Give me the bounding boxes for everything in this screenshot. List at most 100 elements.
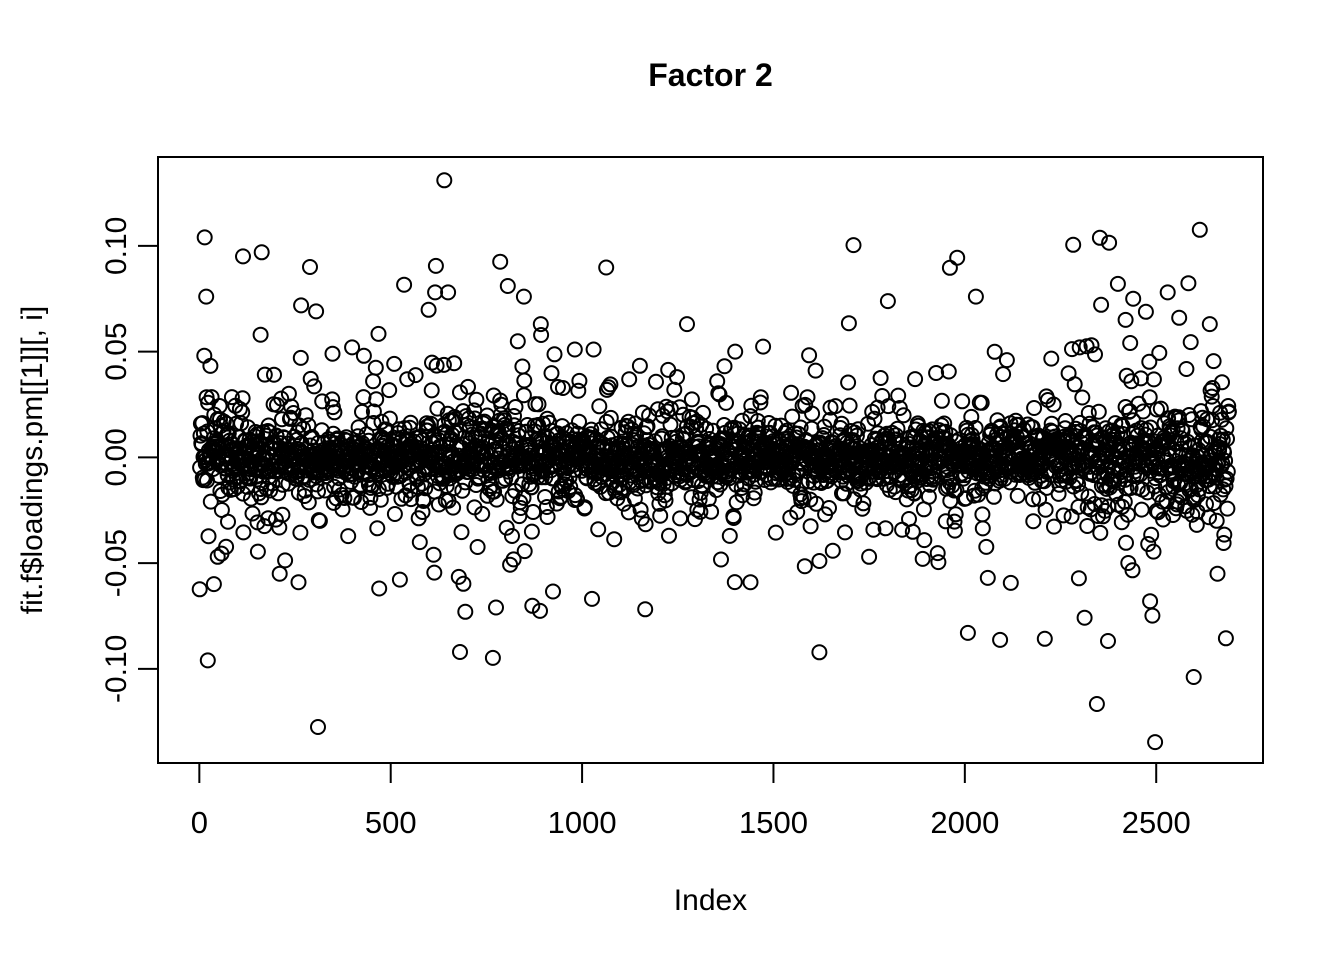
data-point [469,539,486,555]
x-tick-label: 2000 [930,805,999,840]
data-point [310,483,326,500]
data-point [514,358,531,375]
data-point [235,524,252,541]
data-point [1055,507,1072,524]
data-point [1088,696,1105,712]
data-point [566,341,583,358]
data-point [314,393,331,410]
data-point [270,485,287,502]
data-point [992,631,1009,648]
data-point [598,413,615,430]
data-point [306,378,323,395]
data-point [1026,400,1043,416]
data-point [446,355,463,372]
data-point [492,253,509,270]
data-point [1083,337,1100,354]
data-point [1202,382,1219,399]
data-point [302,259,318,275]
data-point [890,387,907,404]
data-point [916,532,933,549]
data-point [460,410,477,427]
data-point [292,349,309,366]
data-point [948,482,965,499]
data-point [631,357,648,374]
data-point [583,421,600,438]
data-point [822,411,839,428]
data-point [373,413,390,430]
data-point [407,367,424,384]
data-point [698,420,715,437]
data-point [716,358,733,375]
data-point [840,315,857,332]
data-point [507,399,524,415]
data-point [713,551,729,568]
data-point [512,494,529,511]
data-point [504,528,520,544]
data-point [946,513,963,530]
data-point [986,343,1003,360]
x-tick-label: 1000 [548,805,617,840]
data-point [417,480,434,497]
data-point [1117,399,1134,415]
data-point [344,339,361,356]
data-point [973,394,990,411]
data-point [293,297,310,314]
data-point [554,380,571,396]
data-point [1071,339,1088,356]
data-point [746,484,763,501]
data-point [455,575,472,592]
data-point [506,408,522,424]
data-point [1219,500,1236,517]
data-point [1064,341,1080,358]
data-point [277,552,294,569]
data-point [253,244,270,261]
data-point [365,403,382,420]
data-point [538,499,555,515]
data-point [1025,491,1041,508]
data-point [256,366,273,383]
data-point [1087,346,1103,363]
data-point [1137,303,1154,320]
data-point [985,488,1002,505]
data-point [302,370,319,387]
data-point [199,652,216,669]
data-point [1133,501,1150,518]
data-point [1100,633,1116,649]
data-point [1107,415,1124,432]
plot-title: Factor 2 [648,57,773,93]
data-point [584,590,600,607]
data-point [334,501,351,518]
data-point [949,249,966,266]
data-point [1079,518,1096,534]
data-point [243,490,259,507]
data-point [1145,371,1162,388]
data-point [436,172,453,189]
data-point [974,506,991,523]
data-point [846,424,863,441]
data-point [1182,334,1199,351]
data-point [235,248,251,265]
data-point [340,528,357,545]
data-point [440,284,457,301]
data-point [978,538,995,555]
data-point [662,400,679,417]
plot-box [157,156,1264,764]
data-point [585,341,602,358]
data-point [632,501,649,518]
data-point [283,398,300,415]
x-tick-label: 1500 [739,805,808,840]
data-point [591,398,608,415]
data-point [194,415,211,432]
data-point [262,482,279,499]
data-point [516,372,533,389]
data-point [590,521,607,538]
data-point [645,442,662,459]
data-point [488,491,505,508]
data-point [1220,403,1237,420]
data-point [907,371,924,388]
data-point [1043,350,1060,367]
data-point [425,546,442,563]
data-point [365,373,382,390]
data-point [1091,229,1108,246]
data-point [1203,388,1220,405]
